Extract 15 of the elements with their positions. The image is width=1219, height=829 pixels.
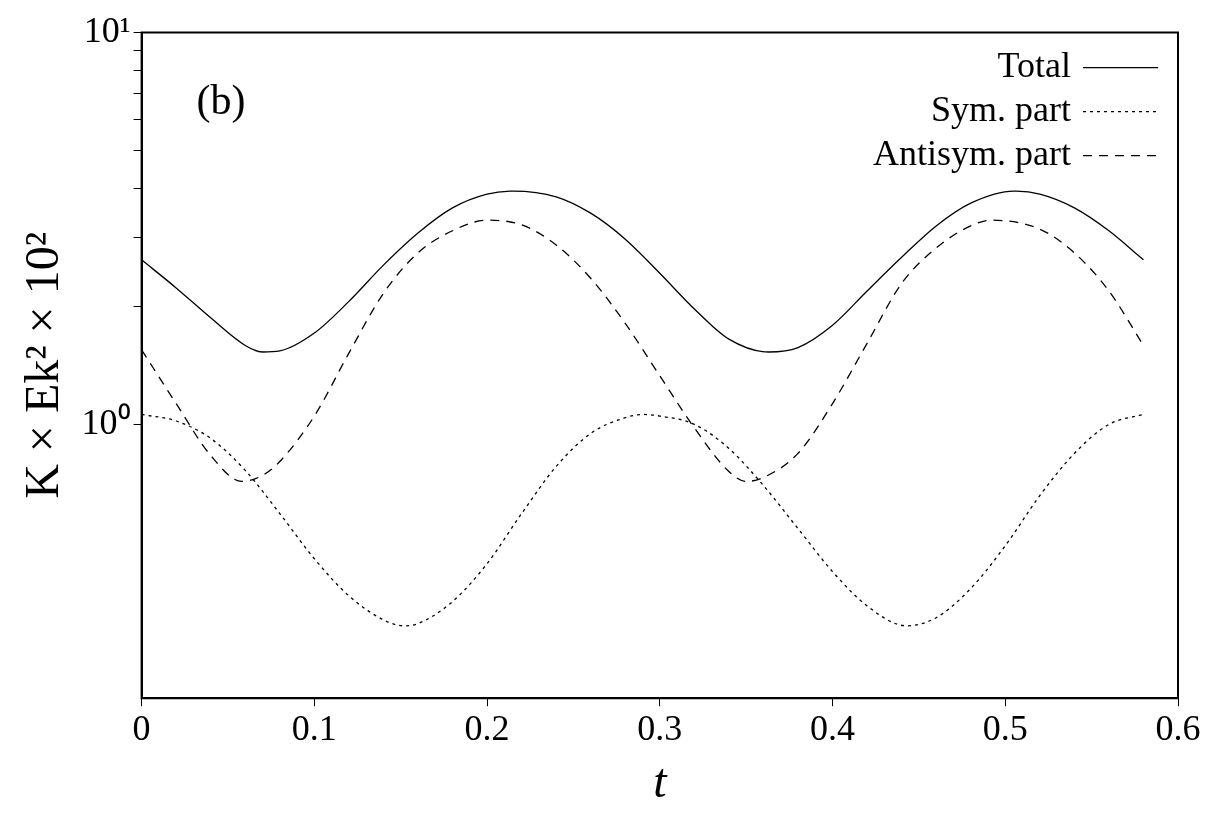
x-tick-label: 0.2 — [464, 708, 510, 749]
legend-label: Antisym. part — [873, 133, 1071, 174]
x-tick-label: 0.4 — [810, 708, 856, 749]
x-axis-title: t — [653, 753, 669, 807]
x-tick-label: 0.3 — [637, 708, 683, 749]
x-tick-label: 0.6 — [1155, 708, 1201, 749]
annotation: (b) — [196, 76, 246, 124]
x-tick-label: 0.1 — [291, 708, 337, 749]
x-tick-label: 0.5 — [982, 708, 1028, 749]
y-tick-label: 10⁰ — [81, 401, 131, 442]
y-axis-title: K × Ek² × 10² — [15, 231, 69, 499]
y-tick-label: 10¹ — [83, 10, 131, 51]
legend-label: Sym. part — [931, 89, 1071, 130]
x-tick-label: 0 — [132, 708, 151, 749]
legend-label: Total — [997, 45, 1071, 86]
